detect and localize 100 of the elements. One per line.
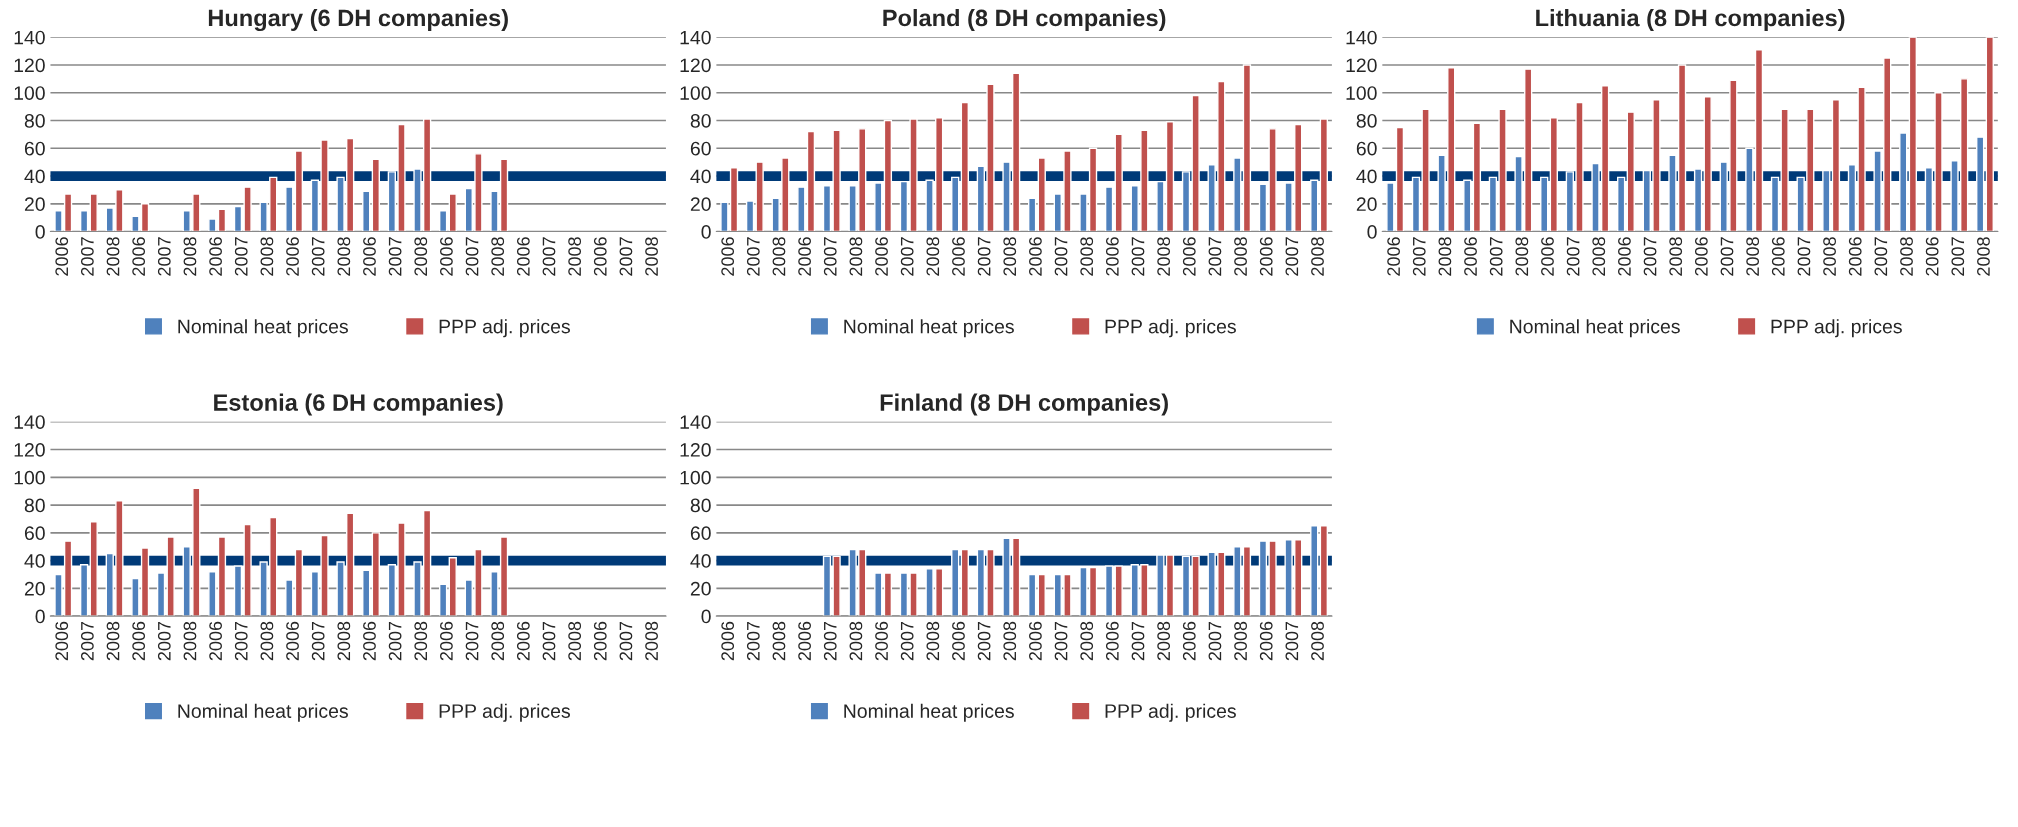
legend-label: Nominal heat prices [1510, 319, 1680, 338]
x-tick-label: 2008 [1157, 621, 1171, 661]
x-tick-label: 2006 [286, 621, 299, 661]
bar [1114, 565, 1123, 617]
x-tick-label: 2007 [1412, 237, 1426, 276]
bar [371, 158, 380, 232]
y-tick-label: 60 [24, 526, 45, 541]
x-tick-label: 2008 [1515, 237, 1529, 276]
bar [156, 572, 166, 617]
y-tick-label: 80 [690, 113, 711, 128]
x-tick-label: 2007 [1208, 621, 1222, 661]
bar [1027, 573, 1037, 617]
x-tick-label: 2007 [900, 237, 914, 276]
x-tick-label: 2007 [1643, 237, 1657, 276]
bar [79, 210, 89, 232]
x-tick-label: 2006 [798, 237, 811, 276]
x-tick-label: 2006 [132, 237, 146, 276]
x-tick-label: 2008 [1438, 237, 1452, 276]
chart-title: Finland (8 DH companies) [880, 393, 1168, 416]
y-tick-label: 60 [690, 526, 711, 541]
x-tick-label: 2007 [1208, 237, 1222, 276]
x-tick-label: 2006 [1029, 621, 1042, 661]
x-tick-label: 2008 [926, 621, 940, 661]
x-tick-label: 2007 [465, 621, 479, 661]
x-tick-label: 2007 [619, 621, 633, 661]
bar [806, 130, 816, 232]
bar [1242, 64, 1252, 232]
x-tick-label: 2006 [1541, 237, 1554, 276]
x-tick-label: 2008 [1900, 237, 1913, 276]
bar [1319, 118, 1329, 232]
x-tick-label: 2007 [80, 621, 94, 661]
x-tick-label: 2008 [1977, 237, 1990, 276]
bar [438, 583, 448, 617]
bar [1549, 117, 1558, 232]
x-tick-label: 2006 [1259, 621, 1273, 661]
x-tick-label: 2008 [414, 621, 428, 661]
bar [89, 521, 98, 617]
bar [1616, 176, 1626, 232]
x-tick-label: 2008 [645, 621, 658, 661]
x-tick-label: 2008 [260, 237, 274, 276]
x-tick-label: 2006 [1387, 237, 1400, 276]
y-tick-label: 120 [14, 443, 45, 457]
x-tick-label: 2008 [183, 237, 197, 276]
chart-title: Estonia (6 DH companies) [214, 393, 503, 416]
bar [1037, 573, 1046, 617]
x-tick-label: 2007 [311, 621, 325, 661]
x-tick-label: 2006 [1618, 237, 1631, 276]
bar [883, 119, 893, 232]
x-tick-label: 2007 [1285, 237, 1299, 276]
x-tick-label: 2006 [286, 237, 299, 276]
x-tick-label: 2006 [721, 621, 735, 661]
x-tick-label: 2008 [772, 237, 786, 276]
y-tick-label: 60 [24, 141, 45, 156]
bar [1027, 197, 1037, 232]
x-tick-label: 2007 [746, 237, 760, 276]
x-tick-label: 2008 [183, 621, 197, 661]
bar [755, 161, 764, 232]
x-tick-label: 2008 [106, 621, 120, 661]
x-tick-label: 2006 [209, 237, 222, 276]
x-tick-label: 2008 [568, 621, 582, 661]
x-tick-label: 2008 [1080, 621, 1094, 661]
x-tick-label: 2006 [798, 621, 811, 661]
bar [371, 532, 380, 617]
x-tick-label: 2008 [491, 237, 505, 276]
bar [1985, 37, 1994, 232]
y-tick-label: 40 [24, 554, 45, 568]
legend-label: Nominal heat prices [844, 319, 1014, 338]
y-tick-label: 40 [24, 169, 45, 184]
x-tick-label: 2007 [1874, 237, 1888, 276]
bar [89, 193, 98, 232]
y-tick-label: 0 [1367, 225, 1377, 239]
x-tick-label: 2007 [157, 237, 171, 276]
x-tick-label: 2006 [1464, 237, 1477, 276]
bar [1319, 525, 1329, 617]
bar [1540, 176, 1549, 232]
x-tick-label: 2006 [952, 621, 965, 661]
y-tick-label: 40 [690, 169, 711, 184]
y-tick-label: 80 [24, 498, 45, 513]
x-tick-label: 2007 [234, 621, 248, 661]
bar [294, 150, 304, 232]
x-tick-label: 2007 [1285, 621, 1299, 661]
bar [960, 101, 969, 232]
x-tick-label: 2007 [1566, 237, 1580, 276]
legend-label: Nominal heat prices [178, 319, 348, 338]
x-tick-label: 2008 [1746, 237, 1760, 276]
y-tick-label: 40 [690, 554, 711, 568]
x-tick-label: 2008 [1311, 237, 1324, 276]
bar [883, 572, 893, 617]
bar [1976, 136, 1985, 232]
bar [217, 208, 227, 232]
x-tick-label: 2008 [1157, 237, 1171, 276]
y-tick-label: 0 [35, 225, 45, 239]
x-tick-label: 2006 [1105, 237, 1119, 276]
bar [79, 564, 89, 617]
y-tick-label: 100 [14, 86, 45, 100]
x-tick-label: 2008 [568, 237, 582, 276]
y-tick-label: 20 [24, 197, 45, 212]
y-tick-label: 100 [1346, 86, 1377, 100]
x-tick-label: 2007 [234, 237, 248, 276]
y-tick-label: 80 [690, 498, 711, 513]
